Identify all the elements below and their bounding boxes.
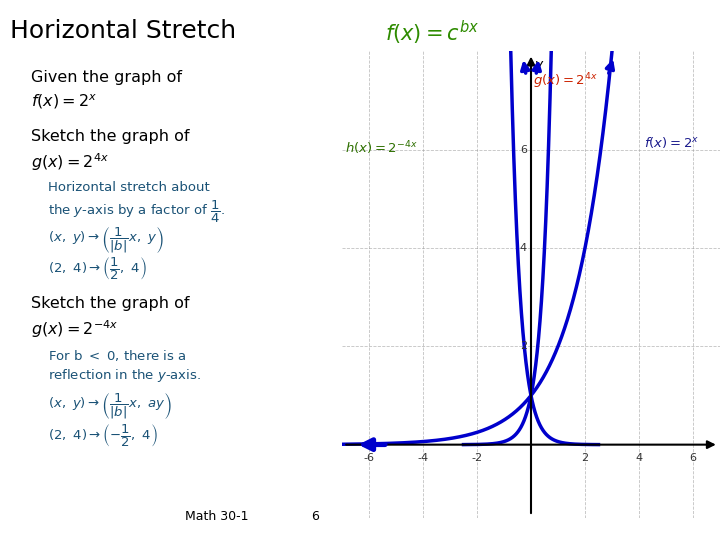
Text: Horizontal stretch about: Horizontal stretch about — [48, 181, 210, 194]
Text: Math 30-1: Math 30-1 — [184, 510, 248, 523]
Text: $\mathit{f}(\mathit{x}) = 2^{\mathit{x}}$: $\mathit{f}(\mathit{x}) = 2^{\mathit{x}}… — [31, 93, 97, 111]
Text: 2: 2 — [582, 454, 588, 463]
Text: -2: -2 — [472, 454, 482, 463]
Text: $\mathit{f(x) = c^{bx}}$: $\mathit{f(x) = c^{bx}}$ — [385, 19, 480, 47]
Text: $(\mathit{x},\ \mathit{y}) \rightarrow \left(\dfrac{1}{|\mathit{b}|}\mathit{x},\: $(\mathit{x},\ \mathit{y}) \rightarrow \… — [48, 225, 163, 254]
Text: Given the graph of: Given the graph of — [31, 70, 181, 85]
Text: reflection in the $\mathit{y}$-axis.: reflection in the $\mathit{y}$-axis. — [48, 367, 201, 384]
Text: Sketch the graph of: Sketch the graph of — [31, 296, 189, 311]
Text: -4: -4 — [418, 454, 428, 463]
Text: 4: 4 — [520, 243, 527, 253]
Text: $\mathit{g}(\mathit{x}) = 2^{-4\mathit{x}}$: $\mathit{g}(\mathit{x}) = 2^{-4\mathit{x… — [31, 319, 118, 340]
Text: 6: 6 — [520, 145, 527, 154]
Text: $(2,\ 4) \rightarrow \left(-\dfrac{1}{2},\ 4\right)$: $(2,\ 4) \rightarrow \left(-\dfrac{1}{2}… — [48, 422, 158, 449]
Text: $f(x) = 2^{x}$: $f(x) = 2^{x}$ — [644, 135, 700, 150]
Text: $g(x) = 2^{4x}$: $g(x) = 2^{4x}$ — [533, 71, 598, 91]
Text: $\mathit{y}$: $\mathit{y}$ — [534, 59, 545, 73]
Text: 6: 6 — [690, 454, 696, 463]
Text: -6: -6 — [364, 454, 374, 463]
Text: Sketch the graph of: Sketch the graph of — [31, 129, 189, 144]
Text: Horizontal Stretch: Horizontal Stretch — [10, 19, 236, 43]
Text: the $\mathit{y}$-axis by a factor of $\dfrac{1}{4}$.: the $\mathit{y}$-axis by a factor of $\d… — [48, 199, 225, 225]
Text: 6: 6 — [311, 510, 319, 523]
Text: For b $<$ 0, there is a: For b $<$ 0, there is a — [48, 348, 186, 363]
Text: $(2,\ 4) \rightarrow \left(\dfrac{1}{2},\ 4\right)$: $(2,\ 4) \rightarrow \left(\dfrac{1}{2},… — [48, 255, 146, 282]
Text: $\mathit{g}(\mathit{x}) = 2^{4\mathit{x}}$: $\mathit{g}(\mathit{x}) = 2^{4\mathit{x}… — [31, 151, 109, 173]
Text: 4: 4 — [636, 454, 642, 463]
Text: $h(x) = 2^{-4x}$: $h(x) = 2^{-4x}$ — [345, 140, 418, 157]
Text: $(\mathit{x},\ \mathit{y}) \rightarrow \left(\dfrac{1}{|\mathit{b}|}\mathit{x},\: $(\mathit{x},\ \mathit{y}) \rightarrow \… — [48, 392, 172, 421]
Text: 2: 2 — [520, 341, 527, 352]
